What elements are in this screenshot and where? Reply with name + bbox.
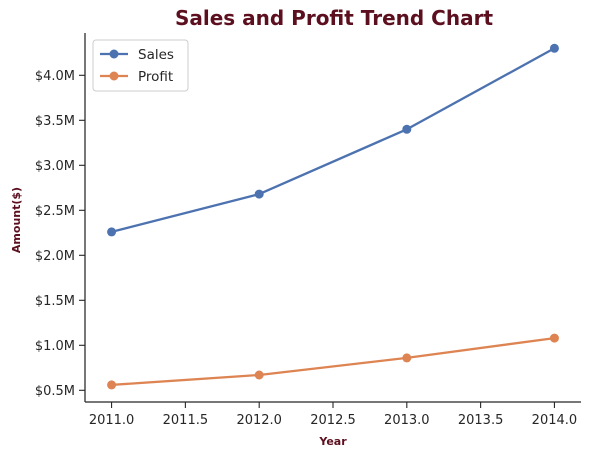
x-tick-label: 2012.0 xyxy=(236,413,282,428)
x-tick-label: 2011.0 xyxy=(89,413,135,428)
sales-point xyxy=(107,227,117,237)
sales-point xyxy=(402,124,412,134)
profit-point xyxy=(402,353,412,363)
x-tick-label: 2013.5 xyxy=(458,413,504,428)
legend-marker-sales xyxy=(109,49,119,59)
y-tick-label: $3.0M xyxy=(35,159,75,174)
y-tick-label: $1.5M xyxy=(35,294,75,309)
y-tick-label: $2.5M xyxy=(35,204,75,219)
legend-label-sales: Sales xyxy=(138,47,174,63)
x-tick-label: 2013.0 xyxy=(384,413,430,428)
series-layer xyxy=(107,43,559,390)
y-tick-label: $1.0M xyxy=(35,339,75,354)
x-tick-label: 2014.0 xyxy=(532,413,578,428)
profit-line xyxy=(110,336,556,387)
sales-line xyxy=(110,47,556,234)
legend-marker-profit xyxy=(109,71,119,81)
y-tick-label: $4.0M xyxy=(35,69,75,84)
legend: Sales Profit xyxy=(92,39,189,92)
x-axis-ticks: 2011.0 2011.5 2012.0 2012.5 2013.0 2013.5 2014… xyxy=(89,402,577,428)
y-tick-label: $0.5M xyxy=(35,384,75,399)
profit-point xyxy=(549,333,559,343)
sales-point xyxy=(549,43,559,53)
x-tick-label: 2011.5 xyxy=(163,413,209,428)
x-tick-label: 2012.5 xyxy=(310,413,356,428)
sales-point xyxy=(254,189,264,199)
x-axis-title: Year xyxy=(318,435,347,448)
chart-title: Sales and Profit Trend Chart xyxy=(175,6,493,30)
y-tick-label: $3.5M xyxy=(35,114,75,129)
profit-point xyxy=(107,380,117,390)
y-tick-label: $2.0M xyxy=(35,249,75,264)
y-axis-title: Amount($) xyxy=(10,187,23,253)
profit-point xyxy=(254,370,264,380)
legend-label-profit: Profit xyxy=(138,69,173,85)
y-axis-ticks: $0.5M $1.0M $1.5M $2.0M $2.5M $3.0M $3.5M $4.0M xyxy=(35,69,85,399)
